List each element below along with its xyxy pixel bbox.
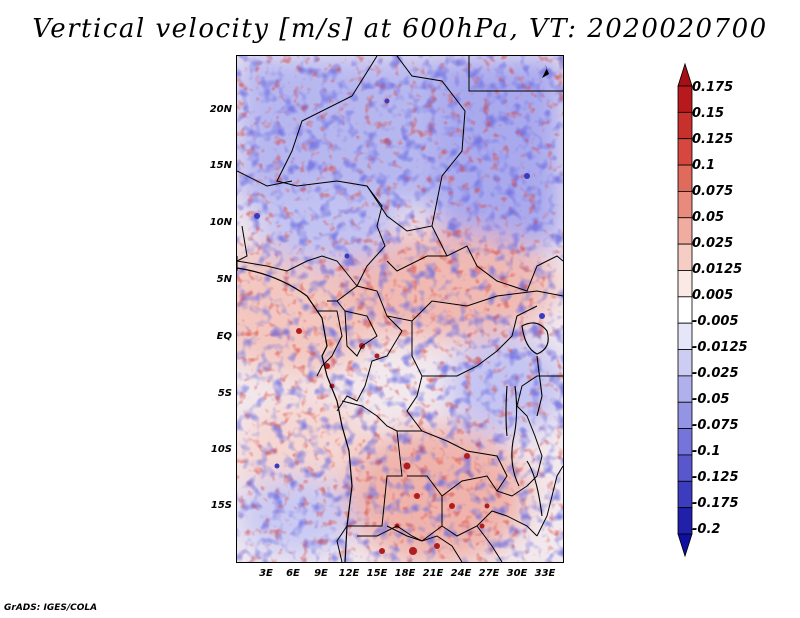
colorbar-swatch — [677, 138, 693, 166]
lon-label-3e: 3E — [259, 568, 273, 579]
colorbar-swatch — [677, 164, 693, 192]
colorbar-label: 0.0125 — [692, 262, 743, 277]
coastline — [237, 267, 353, 562]
colorbar-swatch — [677, 401, 693, 429]
strong-descent-cells — [254, 98, 545, 469]
colorbar-label: 0.005 — [692, 288, 734, 303]
lat-label-5s: 5S — [217, 388, 232, 399]
lon-label-33e: 33E — [534, 568, 556, 579]
ascent-pattern — [237, 56, 563, 562]
lat-label-15n: 15N — [209, 160, 232, 171]
red-sea-coast — [542, 64, 549, 78]
colorbar-label: 0.025 — [692, 236, 734, 251]
lon-label-21e: 21E — [422, 568, 444, 579]
colorbar-swatch — [677, 454, 693, 482]
colorbar-swatch — [677, 480, 693, 509]
colorbar-swatch — [677, 428, 693, 456]
lat-label-15s: 15S — [210, 500, 232, 511]
colorbar-swatch — [677, 217, 693, 245]
colorbar-label: -0.1 — [692, 444, 721, 459]
lon-label-12e: 12E — [338, 568, 360, 579]
colorbar-label: 0.075 — [692, 184, 734, 199]
lon-label-27e: 27E — [478, 568, 500, 579]
lat-label-10n: 10N — [209, 217, 232, 228]
colorbar-label: -0.175 — [692, 496, 739, 511]
lat-label-20n: 20N — [209, 104, 232, 115]
map-panel — [236, 55, 564, 563]
colorbar-label: 0.175 — [692, 80, 734, 95]
colorbar-label: 0.05 — [692, 210, 725, 225]
colorbar-label: 0.15 — [692, 106, 725, 121]
lon-label-30e: 30E — [506, 568, 528, 579]
lon-label-18e: 18E — [394, 568, 416, 579]
colorbar-swatch — [677, 375, 693, 403]
colorbar-swatch — [677, 62, 693, 87]
colorbar-swatch — [677, 191, 693, 219]
colorbar-swatch — [677, 296, 693, 324]
velocity-field — [237, 56, 563, 562]
colorbar-swatch — [677, 507, 693, 535]
colorbar-swatch — [677, 111, 693, 140]
lon-label-24e: 24E — [450, 568, 472, 579]
political-borders — [237, 56, 563, 562]
great-lakes — [505, 322, 549, 517]
colorbar-label: -0.125 — [692, 470, 739, 485]
colorbar-swatch — [677, 322, 693, 350]
colorbar — [677, 62, 693, 558]
lat-label-eq: EQ — [216, 331, 232, 342]
colorbar-label: -0.0125 — [692, 340, 748, 355]
colorbar-label: -0.025 — [692, 366, 739, 381]
lat-label-5n: 5N — [216, 274, 232, 285]
lon-label-6e: 6E — [286, 568, 300, 579]
lon-label-9e: 9E — [314, 568, 328, 579]
footer-credit: GrADS: IGES/COLA — [4, 603, 98, 613]
colorbar-label: -0.05 — [692, 392, 730, 407]
colorbar-swatch — [677, 85, 693, 113]
colorbar-swatch — [677, 243, 693, 271]
colorbar-label: -0.2 — [692, 522, 721, 537]
colorbar-swatch — [677, 270, 693, 298]
lat-label-10s: 10S — [210, 444, 232, 455]
lon-label-15e: 15E — [366, 568, 388, 579]
colorbar-label: -0.005 — [692, 314, 739, 329]
map-title: Vertical velocity [m/s] at 600hPa, VT: 2… — [32, 14, 768, 44]
colorbar-swatch — [677, 349, 693, 377]
colorbar-swatch — [677, 533, 693, 558]
colorbar-label: 0.1 — [692, 158, 716, 173]
colorbar-label: -0.075 — [692, 418, 739, 433]
colorbar-label: 0.125 — [692, 132, 734, 147]
